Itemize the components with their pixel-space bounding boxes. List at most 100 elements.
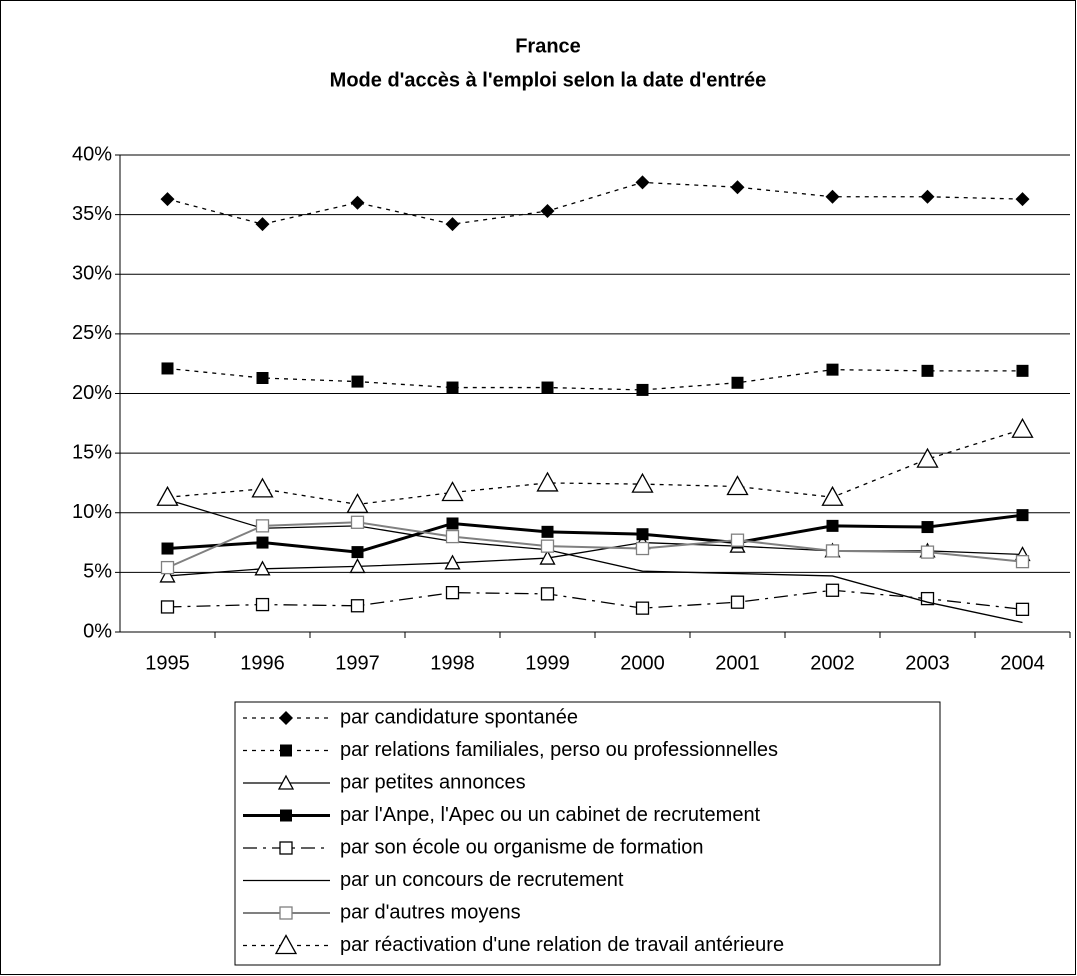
x-tick-label: 2002 (810, 652, 855, 674)
marker (730, 180, 745, 195)
series-line (167, 367, 1023, 391)
marker (160, 192, 175, 207)
x-tick-label: 2000 (620, 652, 665, 674)
marker (160, 600, 175, 614)
marker (540, 204, 555, 219)
marker (279, 906, 293, 920)
series-line (167, 499, 1023, 624)
marker (541, 381, 554, 394)
marker (821, 485, 844, 506)
marker (1016, 364, 1029, 377)
marker (825, 583, 840, 597)
marker (256, 371, 269, 384)
marker (825, 544, 840, 558)
marker (536, 471, 559, 492)
y-tick-label: 15% (72, 441, 112, 463)
marker (346, 493, 369, 514)
marker (277, 774, 295, 790)
y-tick-label: 10% (72, 501, 112, 523)
marker (280, 809, 292, 822)
series-line (167, 589, 1023, 610)
marker (446, 381, 459, 394)
x-tick-label: 1998 (430, 652, 475, 674)
marker (631, 472, 654, 493)
y-tick-label: 20% (72, 382, 112, 404)
y-tick-label: 40% (72, 143, 112, 165)
marker (726, 475, 749, 496)
marker (636, 528, 649, 541)
marker (1011, 417, 1034, 438)
marker (274, 934, 298, 955)
marker (350, 599, 365, 613)
legend-label: par d'autres moyens (340, 901, 521, 923)
marker (1015, 192, 1030, 207)
x-tick-label: 2001 (715, 652, 760, 674)
legend-box (234, 701, 941, 966)
legend-label: par petites annonces (340, 771, 526, 793)
marker (635, 175, 650, 190)
legend-label: par candidature spontanée (340, 706, 578, 728)
x-tick-label: 2004 (1000, 652, 1045, 674)
marker (730, 533, 745, 547)
x-tick-label: 2003 (905, 652, 950, 674)
legend-label: par son école ou organisme de formation (340, 836, 704, 858)
marker (160, 560, 175, 575)
marker (825, 189, 840, 204)
marker (730, 595, 745, 609)
marker (255, 217, 270, 232)
marker (350, 515, 365, 529)
x-tick-label: 1999 (525, 652, 570, 674)
marker (826, 363, 839, 376)
marker (1015, 602, 1030, 616)
marker (445, 585, 460, 600)
chart-subtitle: Mode d'accès à l'emploi selon la date d'… (330, 69, 767, 91)
marker (441, 481, 464, 502)
marker (446, 517, 459, 530)
marker (1015, 554, 1030, 569)
x-tick-label: 1996 (240, 652, 285, 674)
marker (731, 376, 744, 389)
marker (255, 597, 270, 612)
marker (351, 546, 364, 559)
marker (349, 558, 366, 574)
marker (350, 195, 365, 210)
marker (540, 539, 555, 553)
marker (635, 541, 650, 556)
marker (635, 601, 650, 615)
marker (916, 447, 939, 468)
marker (159, 567, 176, 583)
y-tick-label: 0% (83, 620, 112, 642)
marker (279, 841, 293, 855)
marker (540, 587, 555, 601)
marker (921, 521, 934, 534)
marker (921, 364, 934, 377)
y-tick-label: 30% (72, 263, 112, 285)
y-tick-label: 5% (83, 561, 112, 583)
marker (255, 519, 270, 533)
marker (351, 375, 364, 388)
marker (541, 525, 554, 538)
x-tick-label: 1995 (145, 652, 190, 674)
legend-label: par réactivation d'une relation de trava… (340, 934, 784, 956)
y-tick-label: 35% (72, 203, 112, 225)
marker (636, 383, 649, 396)
chart-title: France (515, 35, 581, 57)
marker (254, 560, 271, 576)
marker (444, 554, 461, 570)
marker (161, 542, 174, 555)
series-line (167, 513, 1023, 554)
marker (256, 536, 269, 549)
marker (445, 217, 460, 232)
legend-label: par un concours de recrutement (340, 869, 624, 891)
marker (1016, 509, 1029, 522)
x-tick-label: 1997 (335, 652, 380, 674)
legend-label: par l'Anpe, l'Apec ou un cabinet de recr… (340, 804, 761, 826)
marker (445, 529, 460, 544)
marker (161, 362, 174, 375)
legend-label: par relations familiales, perso ou profe… (340, 739, 778, 761)
marker (251, 477, 274, 498)
marker (280, 744, 292, 757)
series-line (167, 521, 1023, 569)
series-line (167, 181, 1023, 225)
